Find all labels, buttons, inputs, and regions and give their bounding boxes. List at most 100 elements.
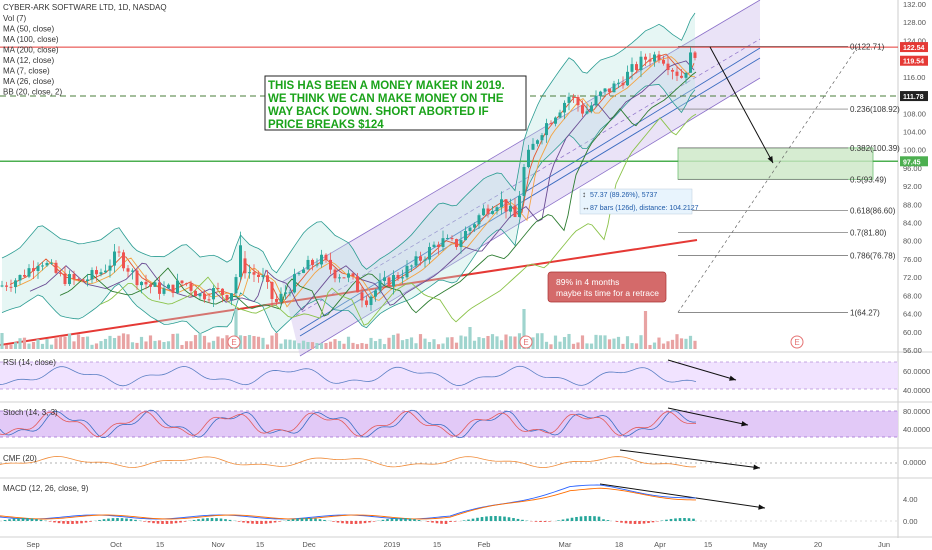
candle-body: [540, 135, 544, 141]
price-tag[interactable]: [900, 55, 928, 66]
legend-indicator[interactable]: MA (12, close): [3, 56, 54, 65]
legend-indicator[interactable]: BB (20, close, 2): [3, 88, 62, 97]
rsi-title[interactable]: RSI (14, close): [3, 358, 56, 367]
earnings-marker[interactable]: [227, 335, 241, 349]
measure-line: 87 bars (126d), distance: 104.2127: [590, 205, 699, 212]
macd-divergence-arrow[interactable]: [599, 483, 766, 509]
rsi-divergence-arrow[interactable]: [667, 359, 737, 381]
price-tag[interactable]: [900, 156, 928, 167]
price-axis[interactable]: 132.00128.00124.00120.00116.00112.00108.…: [900, 0, 928, 355]
candle-body: [104, 270, 107, 273]
volume-bar: [279, 343, 283, 349]
time-tick: 2019: [384, 540, 401, 549]
cmf-divergence-arrow-head: [753, 464, 760, 470]
volume-bar: [364, 343, 369, 349]
volume-bar: [688, 335, 693, 349]
volume-bar: [693, 340, 697, 349]
legend-indicator[interactable]: Vol (7): [3, 14, 26, 23]
time-tick: 15: [433, 540, 441, 549]
volume-bar: [301, 340, 306, 349]
candle-body: [81, 279, 85, 282]
candle-body: [509, 205, 512, 212]
macd-title[interactable]: MACD (12, 26, close, 9): [3, 484, 89, 493]
volume-bar: [346, 336, 351, 349]
macd-histogram-bar: [381, 519, 385, 521]
legend-indicator[interactable]: MA (200, close): [3, 46, 59, 55]
bb-upper: [1, 12, 696, 274]
volume-bar: [396, 333, 400, 349]
time-axis[interactable]: Sep Oct 15 Nov 15 Dec 2019 15 Feb Mar 18 Apr 15 May 20…: [26, 540, 890, 549]
target-zone[interactable]: [677, 147, 874, 180]
volume-bar: [81, 337, 85, 349]
macd-histogram-bar: [143, 521, 146, 522]
candle-body: [180, 280, 184, 284]
forecast-arrow-head: [767, 156, 773, 163]
candle-body: [531, 143, 535, 150]
candle-body: [284, 292, 287, 294]
candle-body: [621, 82, 625, 86]
forecast-arrow[interactable]: [709, 46, 774, 164]
macd-histogram-bar: [462, 520, 466, 521]
volume-bar: [436, 344, 441, 349]
macd-histogram-bar: [125, 518, 128, 521]
volume-bar: [517, 333, 522, 349]
macd-histogram-bar: [480, 517, 484, 521]
candle-body: [468, 227, 472, 231]
macd-histogram-bar: [683, 518, 686, 521]
candle-body: [72, 274, 76, 279]
macd-histogram-bar: [116, 518, 119, 521]
time-tick: Apr: [654, 540, 666, 549]
fibonacci-retracement[interactable]: 0(122.71) 0.236(108.92) 0.382(100.39) 0.5(9…: [677, 42, 900, 317]
macd-histogram-bar: [26, 518, 29, 521]
volume-bar: [162, 342, 166, 349]
earnings-marker[interactable]: [519, 335, 533, 349]
volume-bar: [315, 343, 319, 349]
macd-histogram-bar: [152, 521, 155, 524]
candle-body: [171, 284, 175, 293]
macd-histogram-bar: [224, 519, 227, 521]
candle-body: [207, 299, 211, 301]
price-tick: 64.00: [903, 310, 922, 319]
earnings-marker[interactable]: [790, 335, 804, 349]
macd-histogram-bar: [593, 516, 596, 521]
fib-level-label: 0.382(100.39): [850, 144, 900, 153]
annotation-note[interactable]: THIS HAS BEEN A MONEY MAKER IN 2019. WE …: [264, 75, 527, 131]
candle-body: [554, 117, 557, 124]
candle-body: [518, 195, 521, 218]
candle-body: [320, 254, 323, 265]
bb-lower: [1, 84, 696, 335]
legend-indicator[interactable]: MA (50, close): [3, 25, 54, 34]
stoch-title[interactable]: Stoch (14, 3, 3): [3, 408, 58, 417]
legend-indicator[interactable]: MA (7, close): [3, 67, 50, 76]
measure-tool[interactable]: ↕ ↔ 57.37 (89.26%), 5737 87 bars (126d),…: [579, 188, 699, 215]
stoch-band: [0, 411, 898, 437]
candle-body: [266, 275, 269, 283]
candle-body: [176, 280, 179, 293]
volume-bar: [243, 335, 247, 349]
candle-body: [140, 281, 143, 286]
macd-histogram-bar: [8, 519, 11, 521]
candle-body: [293, 274, 296, 293]
cmf-title[interactable]: CMF (20): [3, 454, 37, 463]
macd-histogram-bar: [534, 521, 538, 522]
legend-indicator[interactable]: MA (100, close): [3, 35, 59, 44]
stoch-divergence-arrow[interactable]: [667, 407, 749, 426]
volume-bar: [189, 341, 193, 349]
candle-body: [324, 254, 328, 260]
cmf-divergence-arrow[interactable]: [619, 449, 761, 469]
candle-body: [14, 280, 17, 288]
legend-indicator[interactable]: MA (26, close): [3, 77, 54, 86]
volume-bar: [522, 309, 526, 349]
macd-histogram-bar: [651, 521, 655, 523]
candle-body: [333, 269, 337, 279]
volume-bar: [427, 342, 432, 349]
ma-100: [99, 113, 697, 326]
price-tag[interactable]: [900, 42, 928, 53]
callout[interactable]: 89% in 4 months maybe its time for a ret…: [547, 271, 667, 303]
legend: CYBER-ARK SOFTWARE LTD, 1D, NASDAQ Vol (…: [3, 3, 167, 97]
macd-histogram-bar: [588, 516, 592, 521]
macd-histogram-bar: [165, 521, 169, 524]
price-tag[interactable]: [900, 91, 928, 102]
